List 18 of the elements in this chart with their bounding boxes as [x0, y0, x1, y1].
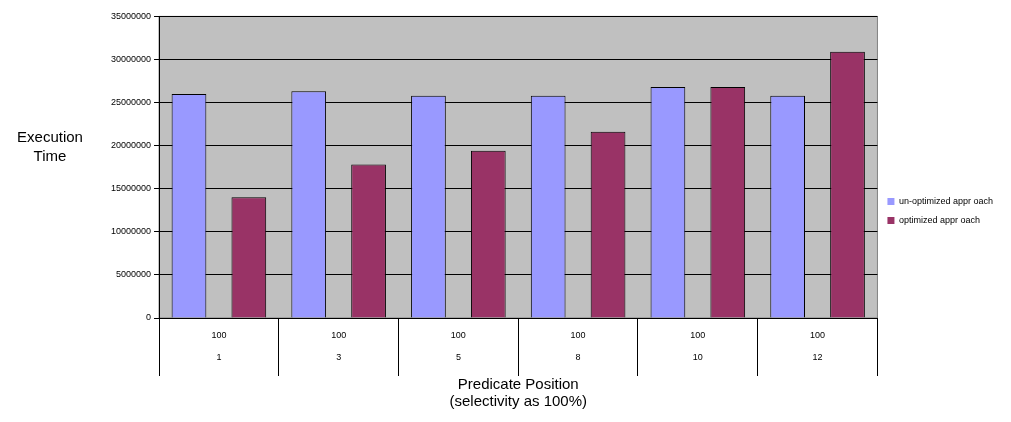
legend-label: optimized appr oach [898, 214, 981, 225]
category-label: 100 12 [810, 329, 826, 363]
category-label: 100 3 [331, 329, 347, 363]
y-tick-label: 20000000 [111, 140, 152, 151]
y-axis-title: Execution Time [17, 127, 83, 164]
category-label: 100 10 [690, 329, 706, 363]
y-tick-label: 30000000 [111, 53, 152, 64]
y-tick-label: 5000000 [116, 269, 152, 280]
legend-label: un-optimized appr oach [898, 195, 994, 206]
y-tick-label: 15000000 [111, 183, 152, 194]
category-label: 100 1 [211, 329, 227, 363]
y-tick-label: 0 [146, 312, 152, 323]
category-label: 100 8 [570, 329, 586, 363]
x-axis-title: Predicate Position (selectivity as 100%) [449, 375, 588, 409]
y-tick-label: 35000000 [111, 10, 152, 21]
category-label: 100 5 [450, 329, 466, 363]
y-tick-label: 10000000 [111, 226, 152, 237]
y-tick-label: 25000000 [111, 97, 152, 108]
